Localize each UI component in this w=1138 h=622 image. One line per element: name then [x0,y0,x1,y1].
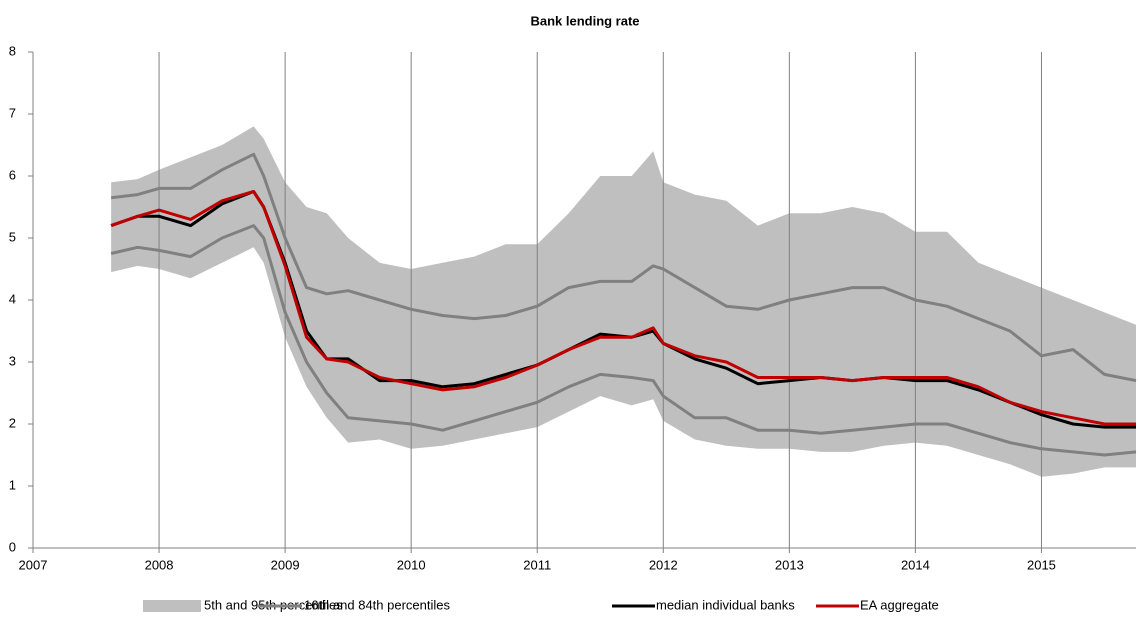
y-tick-label: 8 [9,43,16,58]
series-line [110,190,1136,426]
y-tick-label: 2 [9,415,16,430]
y-tick-label: 4 [9,291,16,306]
percentile-line [110,152,1137,383]
y-tick-label: 1 [9,477,16,492]
x-tick-label: 2013 [775,557,804,572]
y-tick-label: 6 [9,167,16,182]
x-tick-label: 2010 [397,557,426,572]
y-tick-label: 7 [9,105,16,120]
x-tick-label: 2008 [145,557,174,572]
percentile-area [111,126,1137,477]
chart-title: Bank lending rate [530,13,639,28]
y-tick-label: 5 [9,229,16,244]
legend-label: median individual banks [656,597,795,612]
x-tick-label: 2015 [1027,557,1056,572]
legend-label: 16th and 84th percentiles [304,597,450,612]
legend-swatch [143,600,201,612]
x-tick-label: 2014 [901,557,930,572]
x-tick-label: 2007 [19,557,48,572]
legend-label: EA aggregate [860,597,939,612]
y-tick-label: 0 [9,539,16,554]
percentile-line [110,224,1137,457]
x-tick-label: 2009 [271,557,300,572]
x-tick-label: 2011 [523,557,551,572]
x-tick-label: 2012 [649,557,678,572]
y-tick-label: 3 [9,353,16,368]
